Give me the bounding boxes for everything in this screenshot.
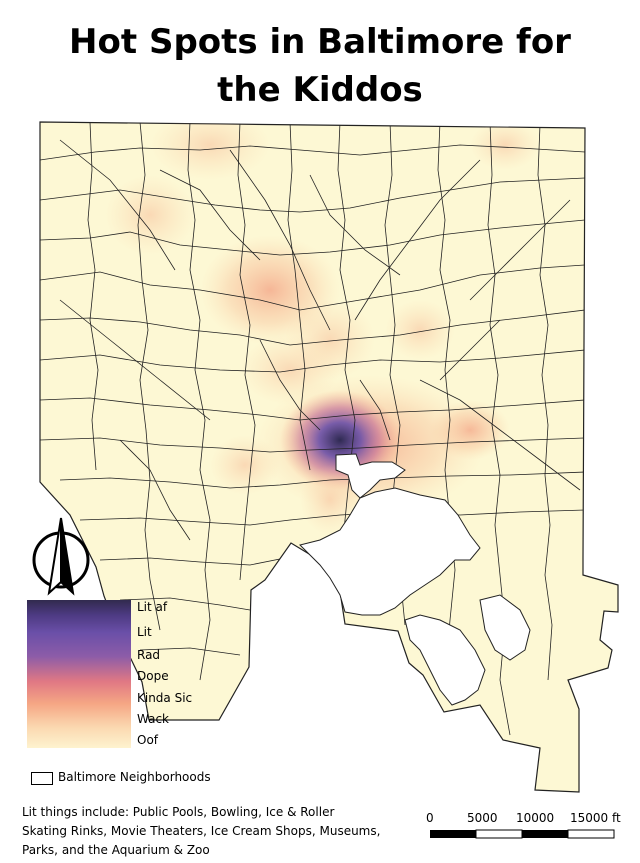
scale-tick-0: 0 [426, 811, 434, 825]
scale-tick-15000: 15000 ft [570, 811, 621, 825]
map-note: Lit things include: Public Pools, Bowlin… [22, 805, 381, 857]
legend-class-dope: Dope [137, 669, 169, 683]
map-title-line1: Hot Spots in Baltimore for [69, 22, 571, 62]
legend-class-lit: Lit [137, 625, 152, 639]
legend-color-ramp [27, 600, 131, 748]
harbor-water [299, 453, 531, 706]
legend-class-wack: Wack [137, 712, 169, 726]
legend-class-oof: Oof [137, 733, 159, 747]
city-map [39, 121, 619, 793]
neighborhood-legend-label: Baltimore Neighborhoods [58, 770, 211, 784]
map-title: Hot Spots in Baltimore for the Kiddos [0, 18, 640, 114]
map-title-line2: the Kiddos [217, 70, 423, 110]
legend-class-lit-af: Lit af [137, 600, 168, 614]
scale-bar [430, 829, 615, 839]
north-arrow-icon [32, 517, 90, 596]
neighborhood-legend-swatch [31, 772, 53, 785]
scale-tick-5000: 5000 [467, 811, 498, 825]
legend-class-kinda-sic: Kinda Sic [137, 691, 193, 705]
scale-tick-10000: 10000 [516, 811, 555, 825]
legend-class-rad: Rad [137, 648, 161, 662]
